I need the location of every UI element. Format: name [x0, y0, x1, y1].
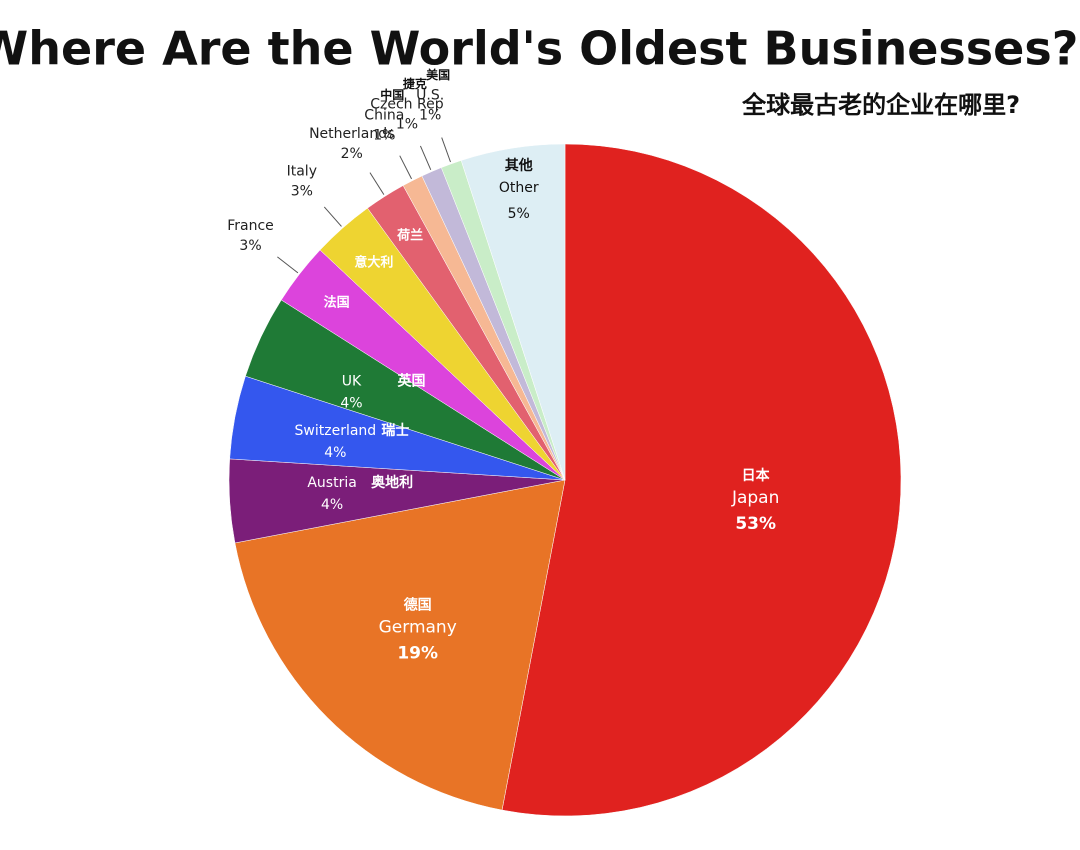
slice-label: U.S. [416, 88, 444, 104]
slice-label-zh: 英国 [397, 372, 426, 389]
slice-value-label: 1% [396, 117, 418, 133]
slice-label: Austria [307, 475, 356, 491]
slice-label-zh: 日本 [742, 467, 771, 484]
pie-slice [460, 143, 566, 481]
leader-line [323, 206, 342, 227]
slice-value-label: 3% [239, 238, 261, 254]
slice-label: Czech Rep [370, 97, 443, 113]
slice-value-label: 2% [341, 146, 363, 162]
slice-label-zh: 奥地利 [371, 474, 413, 491]
leader-line [419, 145, 432, 170]
leader-line [399, 155, 412, 180]
slice-label: Japan [731, 488, 779, 508]
slice-value-label: 4% [324, 445, 346, 461]
leader-line [441, 137, 451, 163]
leader-line [277, 256, 299, 274]
slice-label-zh: 荷兰 [396, 228, 423, 244]
slice-label-zh: 法国 [324, 294, 350, 310]
slice-value-label: 4% [321, 497, 343, 513]
slice-value-label: 19% [397, 643, 438, 663]
slice-label: Italy [287, 163, 317, 179]
slice-label: Other [499, 180, 539, 196]
slice-label: Germany [379, 617, 457, 637]
slice-value-label: 3% [291, 183, 313, 199]
slice-label-zh: 美国 [426, 67, 450, 82]
leader-line [369, 172, 385, 195]
pie-slice [234, 479, 566, 811]
pie-slice [501, 143, 902, 817]
slice-label: Switzerland [295, 423, 377, 439]
slice-value-label: 1% [419, 108, 441, 124]
slice-label: Netherlands [309, 126, 394, 142]
slice-label: France [227, 218, 274, 234]
slice-label-zh: 中国 [380, 87, 404, 102]
slice-value-label: 4% [340, 395, 362, 411]
slice-label: UK [342, 373, 362, 389]
slice-label-zh: 意大利 [354, 255, 393, 271]
slice-label-zh: 德国 [404, 596, 432, 613]
chart-subtitle: 全球最古老的企业在哪里? [741, 91, 1020, 119]
slice-label-zh: 瑞士 [381, 422, 409, 439]
chart-title: Where Are the World's Oldest Businesses? [0, 22, 1078, 76]
slice-label-zh: 捷克 [403, 76, 427, 91]
slice-label-zh: 其他 [505, 157, 533, 174]
slice-label: China [364, 107, 404, 123]
slice-value-label: 53% [735, 514, 776, 534]
slice-value-label: 1% [373, 127, 395, 143]
slice-value-label: 5% [508, 206, 530, 222]
